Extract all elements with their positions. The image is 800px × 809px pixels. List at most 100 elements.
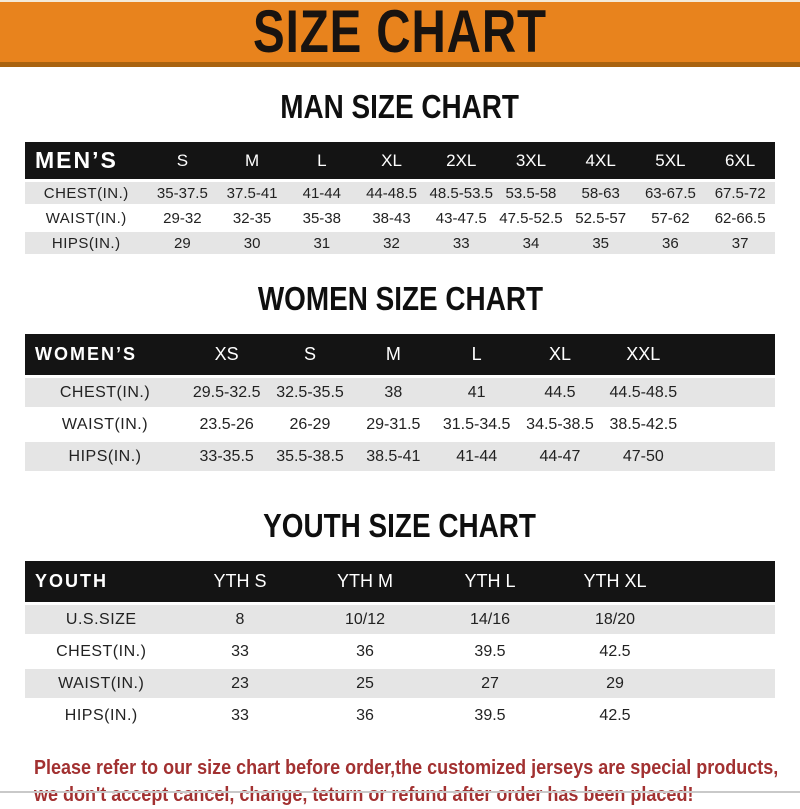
column-header: 5XL [635,142,706,179]
size-value: 62-66.5 [705,207,775,229]
size-value: 36 [302,701,428,730]
man-section-heading: MAN SIZE CHART [280,87,520,126]
size-value: 52.5-57 [565,207,636,229]
size-value: 32.5-35.5 [268,378,352,407]
size-value: 41-44 [434,442,519,471]
disclaimer-line-1: Please refer to our size chart before or… [34,757,779,779]
row-spacer [685,378,775,407]
table-row: HIPS(IN.) 29 30 31 32 33 34 35 36 37 [25,232,775,254]
disclaimer-line-2: we don't accept cancel, change, teturn o… [34,784,694,806]
table-header-row: MEN’S S M L XL 2XL 3XL 4XL 5XL 6XL [25,142,775,179]
row-label: HIPS(IN.) [25,442,185,471]
size-value: 36 [635,232,706,254]
row-label: CHEST(IN.) [25,182,148,204]
header-spacer [685,334,775,375]
column-header: YTH L [427,561,553,602]
column-header: XXL [601,334,685,375]
size-value: 38 [351,378,435,407]
men-size-table: MEN’S S M L XL 2XL 3XL 4XL 5XL 6XL CHEST(IN.) 35-37… [25,139,775,257]
row-label: HIPS(IN.) [25,701,178,730]
column-header: XS [185,334,269,375]
column-header: YTH S [177,561,303,602]
size-value: 33-35.5 [185,442,269,471]
row-label: CHEST(IN.) [25,378,185,407]
size-value: 48.5-53.5 [426,182,497,204]
size-value: 43-47.5 [426,207,497,229]
size-value: 29-31.5 [351,410,435,439]
size-value: 8 [177,605,303,634]
size-value: 47.5-52.5 [496,207,566,229]
size-value: 41 [434,378,519,407]
row-label: WAIST(IN.) [25,669,178,698]
row-label: WAIST(IN.) [25,410,185,439]
table-row: WAIST(IN.) 23.5-26 26-29 29-31.5 31.5-34.5 34… [25,410,775,439]
size-value: 35-37.5 [147,182,218,204]
table-row: HIPS(IN.) 33 36 39.5 42.5 [25,701,775,730]
size-value: 44.5 [518,378,602,407]
size-chart-banner: SIZE CHART [0,0,800,67]
column-header: 3XL [496,142,566,179]
size-value: 67.5-72 [705,182,775,204]
size-value: 42.5 [552,701,678,730]
row-spacer [677,605,775,634]
size-value: 53.5-58 [496,182,566,204]
size-value: 38-43 [356,207,427,229]
size-value: 47-50 [601,442,685,471]
size-value: 44-48.5 [356,182,427,204]
row-spacer [685,410,775,439]
size-value: 34.5-38.5 [518,410,602,439]
bottom-divider [0,791,800,793]
column-header: L [434,334,519,375]
size-value: 36 [302,637,428,666]
table-row: WAIST(IN.) 29-32 32-35 35-38 38-43 43-47.5 47.… [25,207,775,229]
row-spacer [685,442,775,471]
size-value: 58-63 [565,182,636,204]
size-value: 35.5-38.5 [268,442,352,471]
size-value: 29.5-32.5 [185,378,269,407]
size-value: 44-47 [518,442,602,471]
table-header-row: YOUTH YTH S YTH M YTH L YTH XL [25,561,775,602]
row-label: HIPS(IN.) [25,232,148,254]
column-header: YTH M [302,561,428,602]
row-label: WAIST(IN.) [25,207,148,229]
size-value: 30 [217,232,287,254]
size-value: 33 [177,637,303,666]
table-row: U.S.SIZE 8 10/12 14/16 18/20 [25,605,775,634]
size-value: 18/20 [552,605,678,634]
table-header-row: WOMEN’S XS S M L XL XXL [25,334,775,375]
size-value: 35 [565,232,636,254]
size-value: 25 [302,669,428,698]
size-value: 38.5-41 [351,442,435,471]
size-value: 39.5 [427,637,553,666]
size-value: 37 [705,232,775,254]
size-value: 35-38 [286,207,357,229]
size-value: 31.5-34.5 [434,410,519,439]
women-section-heading: WOMEN SIZE CHART [257,279,543,318]
table-row: HIPS(IN.) 33-35.5 35.5-38.5 38.5-41 41-44 44-… [25,442,775,471]
row-spacer [677,669,775,698]
table-row: CHEST(IN.) 35-37.5 37.5-41 41-44 44-48.5 48.5… [25,182,775,204]
size-value: 39.5 [427,701,553,730]
group-label: MEN’S [25,142,148,179]
size-value: 37.5-41 [217,182,287,204]
column-header: M [217,142,287,179]
size-value: 29 [552,669,678,698]
row-spacer [677,637,775,666]
size-value: 27 [427,669,553,698]
column-header: XL [356,142,427,179]
size-value: 33 [177,701,303,730]
column-header: M [351,334,435,375]
column-header: S [268,334,352,375]
size-value: 42.5 [552,637,678,666]
size-value: 32 [356,232,427,254]
size-value: 34 [496,232,566,254]
column-header: XL [518,334,602,375]
size-value: 14/16 [427,605,553,634]
table-row: CHEST(IN.) 33 36 39.5 42.5 [25,637,775,666]
size-value: 26-29 [268,410,352,439]
row-label: U.S.SIZE [25,605,178,634]
size-value: 31 [286,232,357,254]
group-label: WOMEN’S [25,334,185,375]
size-value: 10/12 [302,605,428,634]
size-value: 57-62 [635,207,706,229]
